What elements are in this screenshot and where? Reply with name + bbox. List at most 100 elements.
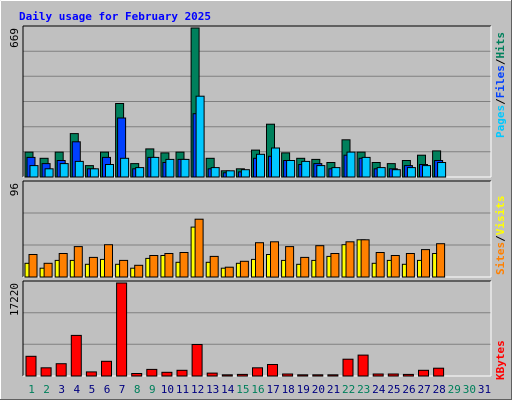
day-label: 1 [28, 383, 35, 396]
day-label: 31 [478, 383, 491, 396]
day-label: 15 [236, 383, 249, 396]
bar-sites-day-10 [164, 253, 174, 278]
bar-kbytes-day-27 [418, 369, 429, 377]
bar-sites-day-25 [390, 255, 400, 278]
bar-kbytes-day-22 [342, 358, 354, 377]
bar-sites-day-13 [209, 255, 219, 278]
bar-pages-day-20 [316, 165, 326, 178]
day-label: 21 [327, 383, 340, 396]
legend-kbytes-kbytes: KBytes [494, 340, 507, 380]
day-label: 8 [134, 383, 141, 396]
bar-sites-day-18 [285, 246, 295, 278]
bar-kbytes-day-12 [191, 344, 203, 377]
bar-sites-day-7 [119, 259, 129, 278]
bar-kbytes-day-1 [25, 355, 37, 377]
bar-pages-day-24 [376, 167, 386, 178]
bar-sites-day-14 [224, 266, 234, 278]
day-label: 2 [43, 383, 50, 396]
bar-sites-day-28 [436, 243, 446, 278]
bar-sites-day-21 [330, 253, 340, 278]
bar-pages-day-7 [120, 157, 130, 178]
bar-kbytes-day-19 [297, 374, 309, 377]
bars [24, 27, 447, 377]
day-label: 7 [119, 383, 126, 396]
bar-pages-day-27 [422, 165, 431, 178]
bar-pages-day-23 [361, 156, 371, 178]
bar-kbytes-day-7 [116, 282, 128, 377]
bar-kbytes-day-28 [433, 367, 445, 377]
bar-pages-day-10 [165, 158, 175, 178]
day-label: 23 [357, 383, 370, 396]
bar-sites-day-15 [239, 260, 249, 278]
bar-pages-day-8 [135, 167, 145, 178]
bar-sites-day-9 [149, 255, 159, 278]
bar-kbytes-day-11 [176, 369, 188, 377]
bar-sites-day-2 [43, 262, 53, 278]
day-label: 10 [161, 383, 174, 396]
bar-pages-day-22 [346, 151, 356, 178]
bar-kbytes-day-17 [267, 364, 278, 377]
bar-pages-day-5 [89, 168, 99, 178]
bar-pages-day-9 [150, 156, 160, 178]
day-label: 11 [176, 383, 189, 396]
bar-sites-day-23 [360, 239, 370, 278]
day-label: 25 [387, 383, 400, 396]
panel-3 [23, 281, 491, 376]
legend-hits-separator: / [494, 58, 507, 65]
bar-pages-day-25 [391, 169, 401, 178]
day-label: 17 [266, 383, 279, 396]
ymax-label-kbytes: 17220 [8, 283, 21, 316]
bar-sites-day-16 [255, 242, 264, 278]
day-label: 27 [417, 383, 430, 396]
bar-kbytes-day-8 [131, 373, 143, 377]
day-label: 24 [372, 383, 386, 396]
bar-kbytes-day-3 [55, 363, 67, 377]
bar-kbytes-day-20 [312, 374, 324, 377]
bar-sites-day-20 [315, 245, 325, 278]
legend-hits-hits: Hits [494, 32, 507, 59]
bar-sites-day-4 [73, 246, 83, 278]
day-label: 13 [206, 383, 219, 396]
legend-visits-separator: / [494, 235, 507, 242]
day-label: 22 [342, 383, 355, 396]
day-label: 12 [191, 383, 204, 396]
chart-title: Daily usage for February 2025 [19, 10, 211, 23]
bar-kbytes-day-26 [402, 373, 414, 377]
bar-kbytes-day-18 [282, 373, 294, 377]
day-label: 3 [58, 383, 65, 396]
legend-kbytes: KBytes [494, 340, 507, 380]
legend-hits-files: Files [494, 65, 507, 98]
bar-pages-day-11 [180, 158, 190, 178]
bar-sites-day-6 [104, 244, 113, 278]
legend-hits-separator: / [494, 98, 507, 105]
bar-pages-day-17 [271, 147, 280, 178]
day-label: 16 [251, 383, 264, 396]
ymax-label-hits: 669 [8, 28, 21, 48]
bar-pages-day-21 [331, 167, 341, 178]
day-label: 30 [463, 383, 476, 396]
bar-kbytes-day-13 [206, 372, 218, 377]
day-label: 26 [402, 383, 415, 396]
bar-pages-day-13 [210, 167, 220, 178]
bar-sites-day-17 [270, 241, 279, 278]
day-label: 28 [433, 383, 446, 396]
day-label: 19 [297, 383, 310, 396]
day-label: 18 [282, 383, 295, 396]
bar-sites-day-5 [88, 256, 98, 278]
bar-pages-day-4 [74, 160, 84, 178]
bar-kbytes-day-14 [221, 374, 233, 377]
day-label: 20 [312, 383, 325, 396]
day-label: 9 [149, 383, 156, 396]
day-label: 14 [221, 383, 235, 396]
bar-sites-day-12 [194, 218, 204, 278]
bar-pages-day-1 [29, 165, 39, 178]
bar-kbytes-day-15 [236, 373, 248, 377]
bar-pages-day-6 [105, 164, 114, 178]
bar-sites-day-11 [179, 252, 189, 278]
legend-hits-pages: Pages [494, 105, 507, 138]
bar-pages-day-2 [44, 168, 54, 178]
bar-kbytes-day-24 [372, 373, 384, 377]
